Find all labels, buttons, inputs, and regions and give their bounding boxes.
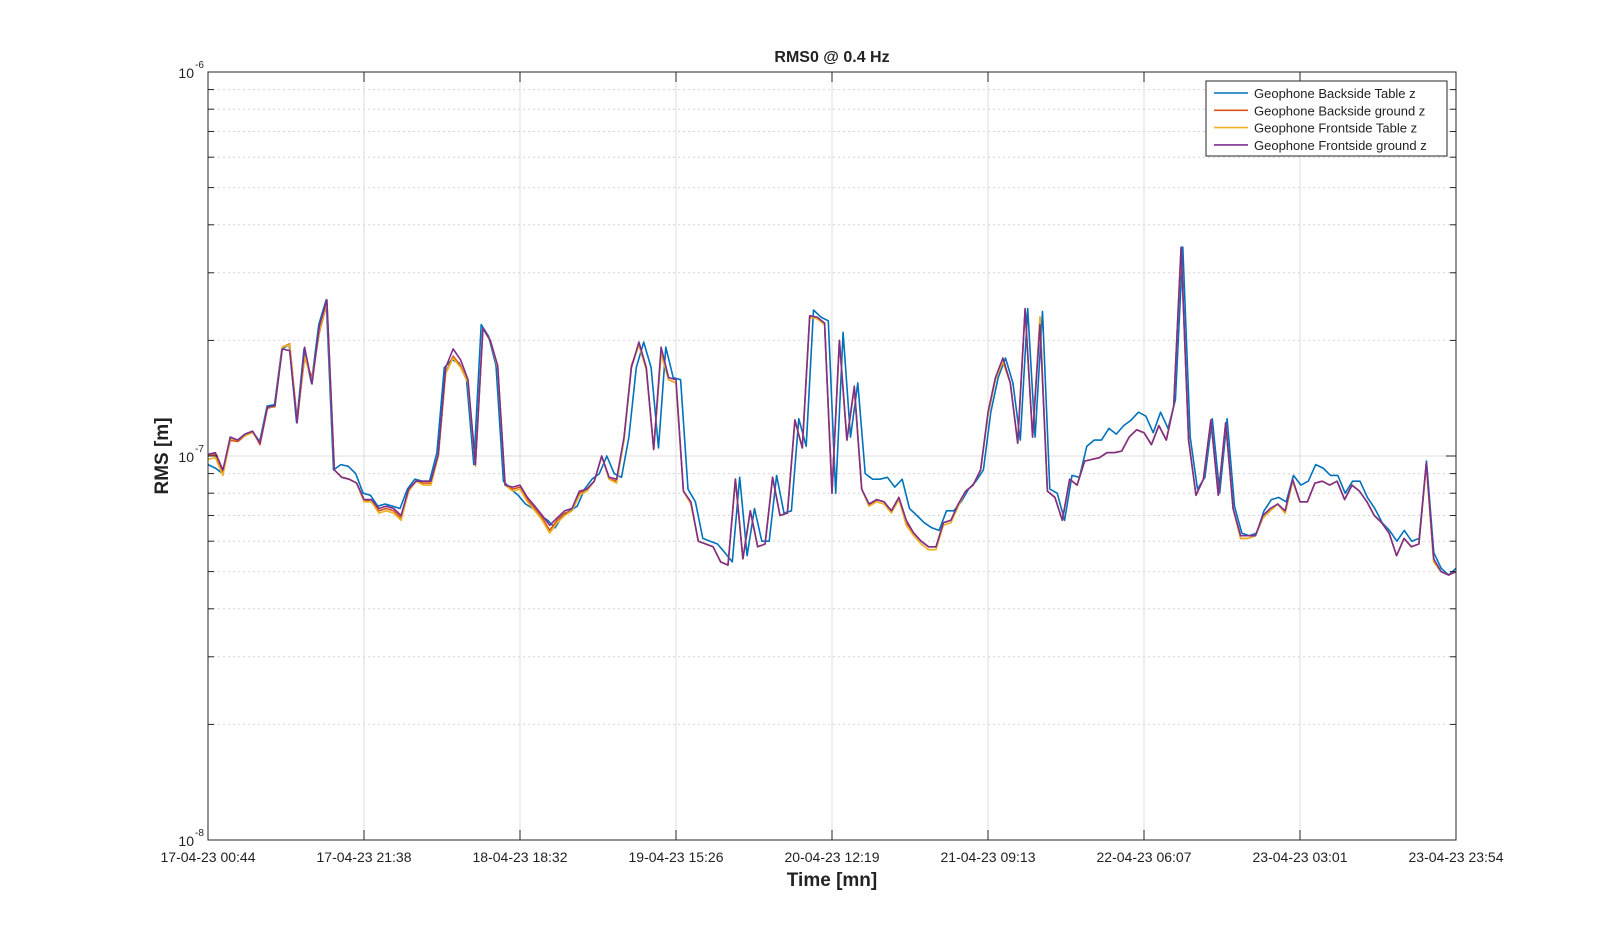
y-tick-base: 10 <box>178 65 194 81</box>
y-tick-exponent: -8 <box>195 828 204 839</box>
legend-label: Geophone Frontside ground z <box>1254 138 1427 153</box>
x-axis-label: Time [mn] <box>787 870 877 891</box>
x-tick-label: 17-04-23 00:44 <box>161 849 256 865</box>
x-tick-label: 19-04-23 15:26 <box>629 849 724 865</box>
x-tick-label: 20-04-23 12:19 <box>785 849 880 865</box>
x-tick-label: 23-04-23 03:01 <box>1253 849 1348 865</box>
legend: Geophone Backside Table z Geophone Backsi… <box>1205 80 1448 157</box>
legend-label: Geophone Frontside Table z <box>1254 121 1417 136</box>
series-layer <box>207 246 1457 576</box>
chart-title: RMS0 @ 0.4 Hz <box>774 49 889 66</box>
y-tick-exponent: -6 <box>195 60 204 71</box>
series-line-4 <box>207 246 1457 576</box>
x-tick-label: 17-04-23 21:38 <box>317 849 412 865</box>
y-tick-label: 10 -6 <box>178 60 204 81</box>
y-tick-exponent: -7 <box>195 444 204 455</box>
y-tick-label: 10 -8 <box>178 828 204 849</box>
y-tick-base: 10 <box>178 833 194 849</box>
x-tick-label: 22-04-23 06:07 <box>1097 849 1192 865</box>
y-tick-base: 10 <box>178 449 194 465</box>
y-axis-label: RMS [m] <box>152 417 173 494</box>
x-tick-labels: 17-04-23 00:44 17-04-23 21:38 18-04-23 18:… <box>161 849 1504 865</box>
x-tick-label: 18-04-23 18:32 <box>473 849 568 865</box>
legend-label: Geophone Backside ground z <box>1254 103 1425 118</box>
legend-label: Geophone Backside Table z <box>1254 86 1416 101</box>
x-tick-label: 23-04-23 23:54 <box>1409 849 1504 865</box>
tick-marks <box>207 71 1457 841</box>
y-tick-label: 10 -7 <box>178 444 204 465</box>
y-tick-labels: 10-810-710-6 <box>178 60 204 849</box>
x-tick-label: 21-04-23 09:13 <box>941 849 1036 865</box>
